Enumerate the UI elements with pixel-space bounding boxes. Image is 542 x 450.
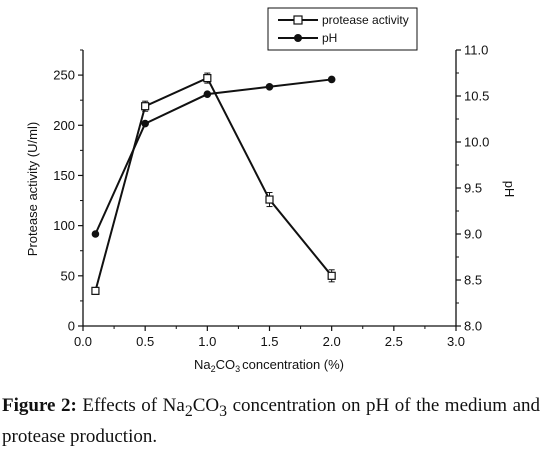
legend-label-ph: pH [322,31,337,45]
y2-tick-label: 10.5 [464,89,489,104]
ph-point [203,90,212,98]
protease-point [203,74,212,83]
ph-point [327,75,336,84]
x-tick-label: 0.0 [74,334,92,349]
x-tick-label: 1.0 [198,334,216,349]
ph-point [91,230,100,238]
x-tick-label: 1.5 [260,334,278,349]
caption-sub: 3 [219,402,228,420]
x-tick-label: 2.5 [385,334,403,349]
x-axis-title-part: Na [194,357,211,372]
legend-marker-ph [294,34,302,42]
caption-text: concentration on pH of the medium and pr… [2,395,541,447]
x-axis-title: Na2CO3 concentration (%) [194,357,344,374]
protease-point [327,271,336,280]
plot-frame [82,50,457,327]
chart: 0.0 0.5 1.0 1.5 2.0 2.5 3.0 0 50 100 150 200 250 8.… [25,7,517,374]
protease-point [91,286,100,295]
y2-tick-label: 10.0 [464,135,489,150]
caption-text: CO [192,395,220,416]
y2-tick-label: 11.0 [464,43,488,58]
x-tick-label: 0.5 [136,334,154,349]
y2-tick-label: 8.5 [464,273,482,288]
series-line-protease [94,76,333,292]
y2-tick-label: 9.0 [464,227,482,242]
caption-text: Effects of Na [76,395,185,416]
x-axis-title-sub: 2 [211,364,216,374]
x-axis-title-part: concentration (%) [242,357,344,372]
y-tick-label: 0 [68,319,75,334]
y-tick-label: 100 [53,218,75,233]
caption-label: Figure 2: [2,395,77,416]
x-axis: 0.0 0.5 1.0 1.5 2.0 2.5 3.0 [74,326,465,349]
x-axis-title-sub: 3 [235,364,240,374]
ph-point [141,119,149,128]
y-axis-right: 8.0 8.5 9.0 9.5 10.0 10.5 11.0 [456,43,489,334]
ph-point [265,83,274,91]
legend: protease activity pH [267,7,418,51]
y-tick-label: 150 [53,168,75,183]
legend-marker-protease [293,15,303,25]
y-axis-left: 0 50 100 150 200 250 [53,49,83,334]
y-tick-label: 50 [61,268,75,283]
x-tick-label: 2.0 [323,334,341,349]
y2-tick-label: 8.0 [464,319,482,334]
x-tick-label: 3.0 [447,334,465,349]
series-layer [91,72,336,295]
caption-sub: 2 [184,402,193,420]
y-tick-label: 250 [53,68,75,83]
legend-label-protease: protease activity [322,13,409,27]
legend-box [267,7,418,51]
protease-point [265,195,274,204]
protease-point [141,102,150,111]
x-axis-title-part: CO [216,357,236,372]
figure-caption: Figure 2: Effects of Na2CO3 concentratio… [2,393,540,449]
y-tick-label: 200 [53,118,75,133]
y2-tick-label: 9.5 [464,181,482,196]
y-axis-title: Protease activity (U/ml) [25,122,40,256]
y2-axis-title: pH [502,181,517,198]
